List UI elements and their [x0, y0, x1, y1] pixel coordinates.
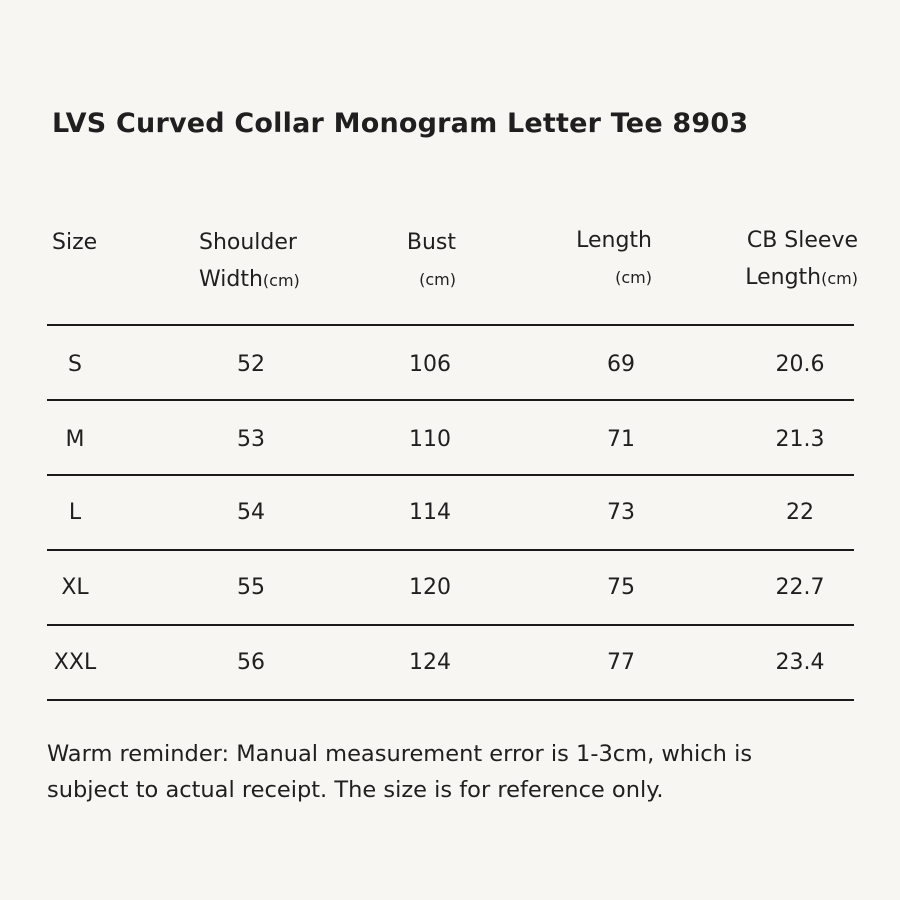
header-size-label: Size — [52, 230, 98, 255]
page-title: LVS Curved Collar Monogram Letter Tee 89… — [52, 108, 749, 139]
table-divider — [47, 399, 854, 401]
note-line-2: subject to actual receipt. The size is f… — [47, 777, 664, 803]
cell-size: XXL — [53, 650, 97, 675]
cell-sleeve: 21.3 — [775, 427, 825, 452]
cell-length: 73 — [607, 500, 635, 525]
cell-sleeve: 22 — [786, 500, 814, 525]
cell-length: 77 — [607, 650, 635, 675]
cell-size: S — [68, 352, 82, 377]
header-sleeve-label-2: Length — [745, 265, 822, 290]
table-row: L 54 114 73 22 — [0, 475, 900, 550]
header-length-label: Length — [576, 228, 652, 253]
header-sleeve-label: CB Sleeve — [746, 228, 858, 253]
table-row: M 53 110 71 21.3 — [0, 402, 900, 477]
cell-shoulder: 55 — [237, 575, 265, 600]
cell-bust: 114 — [409, 500, 451, 525]
note-line-1: Warm reminder: Manual measurement error … — [47, 741, 753, 767]
cell-bust: 110 — [409, 427, 451, 452]
table-divider — [47, 474, 854, 476]
header-bust: Bust (cm) — [404, 224, 456, 298]
table-divider — [47, 624, 854, 626]
cell-length: 71 — [607, 427, 635, 452]
header-length: Length (cm) — [572, 222, 652, 296]
table-row: XXL 56 124 77 23.4 — [0, 625, 900, 700]
header-bust-unit: (cm) — [419, 270, 456, 289]
header-size: Size — [52, 224, 97, 261]
header-shoulder-width: Shoulder Width(cm) — [199, 224, 300, 299]
header-shoulder-label-2: Width — [199, 267, 263, 292]
cell-shoulder: 52 — [237, 352, 265, 377]
cell-bust: 124 — [409, 650, 451, 675]
table-divider — [47, 324, 854, 326]
table-row: XL 55 120 75 22.7 — [0, 550, 900, 625]
table-divider — [47, 549, 854, 551]
warm-reminder-note: Warm reminder: Manual measurement error … — [47, 736, 867, 808]
cell-sleeve: 22.7 — [775, 575, 825, 600]
cell-bust: 106 — [409, 352, 451, 377]
cell-shoulder: 54 — [237, 500, 265, 525]
cell-bust: 120 — [409, 575, 451, 600]
header-length-unit: (cm) — [615, 268, 652, 287]
header-cb-sleeve-length: CB Sleeve Length(cm) — [738, 222, 858, 297]
cell-length: 69 — [607, 352, 635, 377]
cell-shoulder: 56 — [237, 650, 265, 675]
cell-sleeve: 23.4 — [775, 650, 825, 675]
cell-length: 75 — [607, 575, 635, 600]
header-bust-label: Bust — [406, 230, 456, 255]
table-divider — [47, 699, 854, 701]
header-shoulder-label: Shoulder — [199, 230, 297, 255]
cell-sleeve: 20.6 — [775, 352, 825, 377]
header-shoulder-unit: (cm) — [262, 271, 300, 290]
cell-size: XL — [61, 575, 89, 600]
header-sleeve-unit: (cm) — [821, 269, 858, 288]
cell-shoulder: 53 — [237, 427, 265, 452]
table-row: S 52 106 69 20.6 — [0, 327, 900, 402]
cell-size: L — [68, 500, 82, 525]
cell-size: M — [65, 427, 85, 452]
